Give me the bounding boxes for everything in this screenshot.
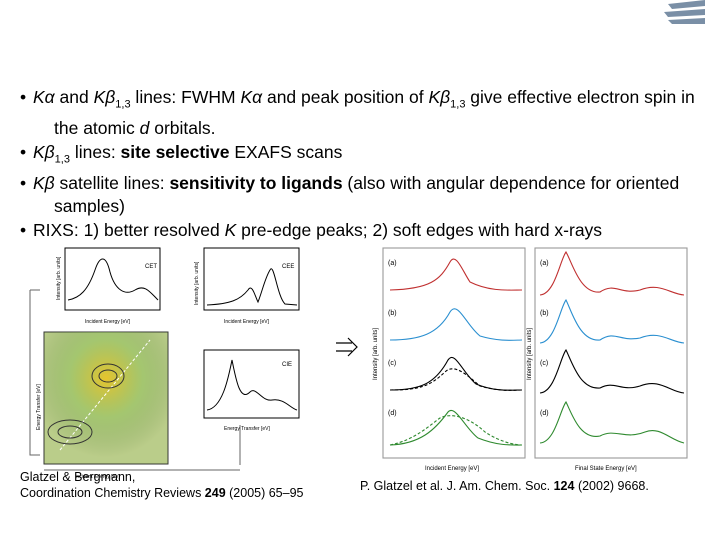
arrow	[336, 337, 358, 357]
axis-label: Intensity [arb. units]	[56, 256, 62, 300]
panel-label: CET	[145, 264, 157, 270]
axis-label: Incident Energy [eV]	[85, 319, 131, 325]
panel-label: CEE	[282, 264, 294, 270]
bullet: Kβ1,3 lines: site selective EXAFS scans	[20, 141, 710, 172]
text: give effective electron spin in the atom…	[54, 87, 695, 138]
axis-label: Final State Energy [eV]	[575, 466, 637, 472]
text: (2005) 65–95	[225, 486, 304, 500]
text: 249	[204, 486, 226, 500]
panel-label: (d)	[540, 410, 549, 417]
bullet: Kβ satellite lines: sensitivity to ligan…	[20, 172, 710, 219]
panel-label: CIE	[282, 362, 292, 368]
text: Glatzel & Bergmann,	[20, 470, 136, 484]
text: d	[139, 118, 150, 138]
axis-label: Intensity [arb. units]	[527, 328, 533, 380]
text: Kα	[240, 87, 263, 107]
text: lines:	[69, 141, 121, 162]
axis-label: Incident Energy [eV]	[75, 474, 121, 480]
panel-label: (b)	[540, 310, 549, 317]
text: orbitals.	[149, 118, 216, 138]
axis-label: Energy Transfer [eV]	[224, 426, 270, 432]
panel-label: (b)	[388, 310, 397, 317]
text: P. Glatzel et al. J. Am. Chem. Soc.	[360, 479, 554, 493]
text: Kβ	[33, 172, 55, 193]
axis-label: Incident Energy [eV]	[425, 466, 479, 472]
text: 1,3	[450, 98, 466, 111]
caption-right: P. Glatzel et al. J. Am. Chem. Soc. 124 …	[360, 478, 649, 494]
text: 124	[553, 479, 575, 493]
bullet: Kα and Kβ1,3 lines: FWHM Kα and peak pos…	[20, 86, 710, 141]
text: site selective	[120, 141, 230, 162]
text: Kβ	[33, 141, 55, 162]
text: (also with angular dependence for orient…	[54, 172, 680, 217]
panel-label: (c)	[388, 360, 396, 367]
text: pre-edge peaks; 2) soft edges with hard …	[236, 219, 603, 240]
panel-label: (a)	[388, 260, 397, 267]
axis-label: Energy Transfer [eV]	[36, 384, 42, 430]
right-figure	[382, 247, 688, 459]
text: and peak position of	[262, 87, 429, 107]
axis-label: Incident Energy [eV]	[224, 319, 270, 325]
panel-label: (d)	[388, 410, 397, 417]
text: (2002) 9668.	[574, 479, 649, 493]
text: satellite lines:	[54, 172, 170, 193]
text: lines: FWHM	[130, 87, 241, 107]
text: sensitivity to ligands	[169, 172, 343, 193]
text: 1,3	[54, 153, 70, 165]
bullet: RIXS: 1) better resolved K pre-edge peak…	[20, 219, 710, 243]
text: Kβ	[93, 87, 116, 107]
text: EXAFS scans	[229, 141, 343, 162]
panel-label: (c)	[540, 360, 548, 367]
text: Kβ	[428, 87, 451, 107]
text: Coordination Chemistry Reviews	[20, 486, 205, 500]
axis-label: Intensity [arb. units]	[373, 328, 379, 380]
panel-label: (a)	[540, 260, 549, 267]
axis-label: Intensity [arb. units]	[194, 261, 200, 305]
text: K	[224, 219, 237, 240]
text: and	[54, 87, 94, 107]
left-figure	[29, 247, 300, 471]
text: RIXS: 1) better resolved	[33, 219, 225, 240]
text: 1,3	[115, 98, 131, 111]
logo	[664, 0, 705, 24]
caption-left: Glatzel & Bergmann, Coordination Chemistr…	[20, 469, 304, 501]
bullet-list: Kα and Kβ1,3 lines: FWHM Kα and peak pos…	[20, 86, 710, 242]
text: Kα	[33, 87, 55, 107]
